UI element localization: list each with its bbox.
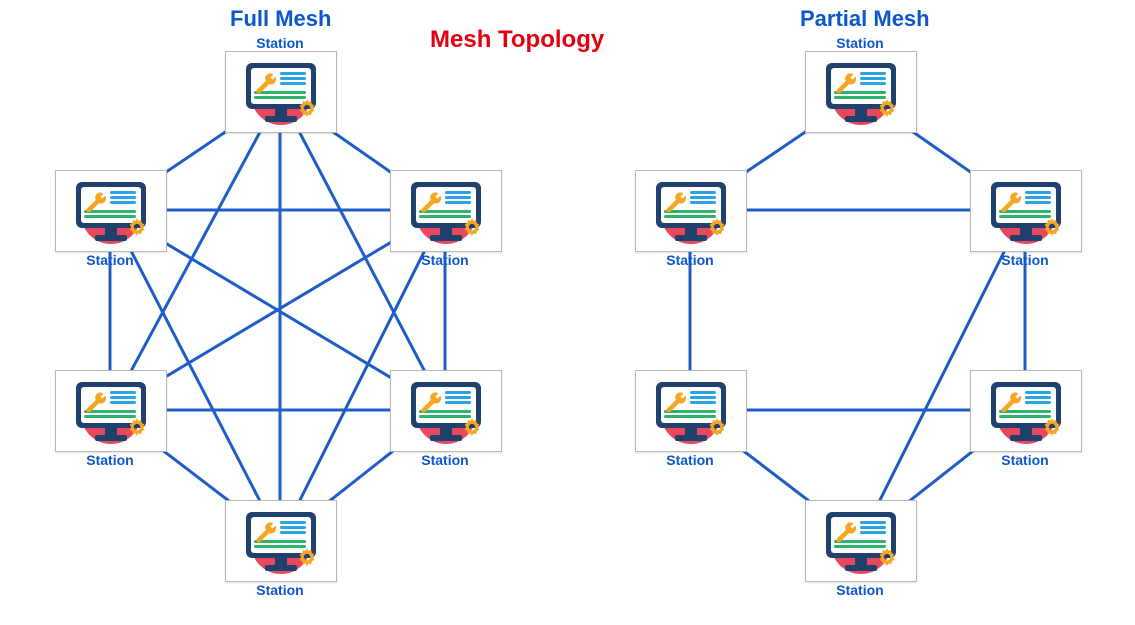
station-label: Station: [55, 452, 165, 468]
station-label: Station: [805, 35, 915, 51]
station-icon: [818, 61, 904, 123]
gear-icon: [1039, 216, 1065, 242]
wrench-icon: [419, 392, 443, 416]
station-box: [55, 370, 167, 452]
station-label: Station: [635, 252, 745, 268]
wrench-icon: [999, 392, 1023, 416]
station-icon: [648, 180, 734, 242]
gear-icon: [124, 416, 150, 442]
station-box: [635, 170, 747, 252]
gear-icon: [704, 216, 730, 242]
station-box: [390, 170, 502, 252]
wrench-icon: [84, 192, 108, 216]
full-mesh-station-node: Station: [225, 35, 335, 133]
station-icon: [648, 380, 734, 442]
diagram-title-right: Partial Mesh: [800, 6, 930, 32]
gear-icon: [459, 416, 485, 442]
wrench-icon: [254, 73, 278, 97]
station-label: Station: [390, 252, 500, 268]
partial-mesh-station-node: Station: [805, 500, 915, 598]
gear-icon: [124, 216, 150, 242]
full-mesh-station-node: Station: [55, 370, 165, 468]
station-label: Station: [55, 252, 165, 268]
wrench-icon: [419, 192, 443, 216]
station-icon: [68, 180, 154, 242]
partial-mesh-station-node: Station: [970, 170, 1080, 268]
station-box: [225, 500, 337, 582]
station-box: [805, 51, 917, 133]
full-mesh-station-node: Station: [55, 170, 165, 268]
station-icon: [983, 380, 1069, 442]
station-box: [970, 170, 1082, 252]
station-icon: [983, 180, 1069, 242]
station-label: Station: [805, 582, 915, 598]
station-box: [225, 51, 337, 133]
station-icon: [818, 510, 904, 572]
station-icon: [238, 510, 324, 572]
wrench-icon: [999, 192, 1023, 216]
station-label: Station: [390, 452, 500, 468]
station-label: Station: [225, 35, 335, 51]
station-box: [390, 370, 502, 452]
wrench-icon: [834, 73, 858, 97]
station-box: [55, 170, 167, 252]
gear-icon: [874, 97, 900, 123]
gear-icon: [874, 546, 900, 572]
full-mesh-station-node: Station: [225, 500, 335, 598]
wrench-icon: [664, 192, 688, 216]
full-mesh-station-node: Station: [390, 370, 500, 468]
gear-icon: [294, 546, 320, 572]
station-label: Station: [635, 452, 745, 468]
gear-icon: [1039, 416, 1065, 442]
station-box: [635, 370, 747, 452]
station-icon: [68, 380, 154, 442]
station-label: Station: [970, 252, 1080, 268]
wrench-icon: [84, 392, 108, 416]
diagram-canvas: { "main_title": { "text": "Mesh Topology…: [0, 0, 1135, 625]
partial-mesh-station-node: Station: [635, 170, 745, 268]
gear-icon: [294, 97, 320, 123]
gear-icon: [459, 216, 485, 242]
station-icon: [238, 61, 324, 123]
wrench-icon: [254, 522, 278, 546]
gear-icon: [704, 416, 730, 442]
partial-mesh-station-node: Station: [805, 35, 915, 133]
station-icon: [403, 380, 489, 442]
station-box: [805, 500, 917, 582]
diagram-title-left: Full Mesh: [230, 6, 331, 32]
partial-mesh-station-node: Station: [970, 370, 1080, 468]
station-icon: [403, 180, 489, 242]
station-box: [970, 370, 1082, 452]
wrench-icon: [664, 392, 688, 416]
diagram-title-main: Mesh Topology: [430, 26, 604, 54]
station-label: Station: [225, 582, 335, 598]
station-label: Station: [970, 452, 1080, 468]
full-mesh-station-node: Station: [390, 170, 500, 268]
wrench-icon: [834, 522, 858, 546]
partial-mesh-station-node: Station: [635, 370, 745, 468]
